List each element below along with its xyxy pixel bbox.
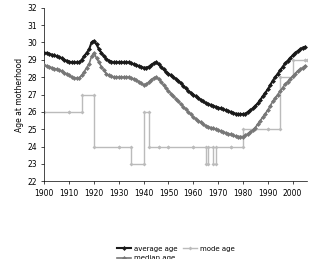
mode age	[241, 128, 245, 131]
mode age	[266, 128, 270, 131]
average age	[199, 98, 203, 101]
mode age	[147, 145, 151, 148]
mode age	[254, 128, 257, 131]
average age	[42, 51, 46, 54]
median age	[199, 121, 203, 124]
mode age	[67, 110, 71, 113]
median age	[273, 96, 277, 99]
mode age	[241, 145, 245, 148]
mode age	[204, 145, 208, 148]
average age	[303, 45, 307, 48]
median age	[50, 66, 54, 69]
mode age	[206, 145, 210, 148]
mode age	[67, 110, 71, 113]
mode age	[80, 93, 83, 96]
mode age	[306, 58, 309, 61]
median age	[42, 63, 46, 67]
median age	[214, 128, 217, 131]
average age	[196, 96, 200, 99]
mode age	[291, 76, 294, 79]
average age	[92, 39, 96, 42]
mode age	[117, 145, 121, 148]
mode age	[214, 145, 217, 148]
mode age	[117, 145, 121, 148]
mode age	[214, 162, 217, 166]
Line: average age: average age	[43, 39, 307, 116]
median age	[224, 131, 228, 134]
mode age	[211, 145, 215, 148]
mode age	[42, 110, 46, 113]
mode age	[303, 58, 307, 61]
average age	[224, 109, 228, 112]
Line: median age: median age	[43, 51, 307, 138]
mode age	[229, 145, 232, 148]
mode age	[303, 58, 307, 61]
mode age	[92, 145, 96, 148]
mode age	[278, 128, 282, 131]
mode age	[142, 162, 146, 166]
mode age	[254, 128, 257, 131]
mode age	[191, 145, 195, 148]
mode age	[80, 110, 83, 113]
mode age	[204, 162, 208, 166]
mode age	[157, 145, 160, 148]
median age	[92, 51, 96, 54]
mode age	[129, 145, 133, 148]
Y-axis label: Age at motherhood: Age at motherhood	[15, 57, 24, 132]
average age	[239, 113, 243, 116]
average age	[214, 105, 217, 108]
mode age	[147, 110, 151, 113]
mode age	[167, 145, 171, 148]
mode age	[266, 128, 270, 131]
average age	[50, 53, 54, 56]
mode age	[157, 145, 160, 148]
mode age	[129, 162, 133, 166]
median age	[303, 64, 307, 67]
Line: mode age: mode age	[43, 59, 309, 165]
median age	[196, 119, 200, 122]
average age	[273, 76, 277, 79]
mode age	[191, 145, 195, 148]
mode age	[229, 145, 232, 148]
mode age	[167, 145, 171, 148]
mode age	[291, 58, 294, 61]
mode age	[211, 162, 215, 166]
mode age	[206, 162, 210, 166]
mode age	[278, 76, 282, 79]
Legend: average age, median age, mode age: average age, median age, mode age	[117, 246, 235, 259]
mode age	[142, 110, 146, 113]
median age	[236, 135, 240, 138]
mode age	[92, 93, 96, 96]
